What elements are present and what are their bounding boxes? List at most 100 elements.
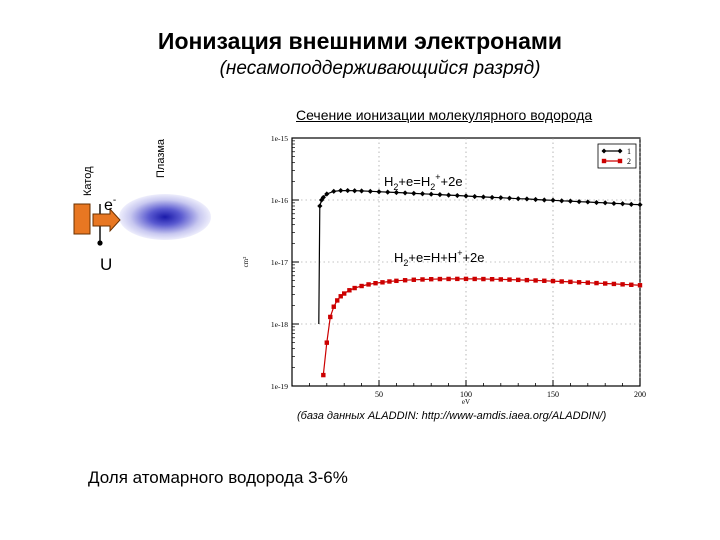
series-1-point	[524, 196, 530, 202]
series-2-point	[533, 278, 538, 283]
series-1-point	[550, 197, 556, 203]
x-axis-label: eV	[462, 398, 470, 404]
series-1-point	[331, 188, 337, 194]
series-2-point	[550, 278, 556, 284]
chart-heading: Сечение ионизации молекулярного водорода	[296, 107, 593, 123]
y-axis-label: cm²	[242, 257, 250, 268]
series-2-point	[331, 304, 336, 309]
series-2-point	[629, 282, 634, 287]
series-2-point	[481, 276, 486, 282]
series-1-point	[611, 200, 617, 207]
series-2-point	[380, 280, 385, 285]
terminal-dot	[97, 240, 103, 246]
ionization-chart: 50 100 150 200 eV 1e-15 1e-16 1e-17 1e-18 1e-19 cm…	[242, 134, 646, 404]
series-1-point	[498, 195, 504, 201]
series-2-point	[620, 282, 625, 287]
cathode-plate	[73, 203, 91, 235]
series-2-point	[359, 283, 364, 289]
series-2-line	[322, 278, 641, 376]
series-2-point	[328, 314, 333, 320]
series-2-point	[542, 278, 547, 283]
series-2-point	[338, 294, 343, 299]
legend-box	[597, 143, 637, 169]
series-1-point	[446, 192, 452, 198]
series-2-point	[394, 278, 399, 284]
series-1-point	[567, 198, 573, 204]
series-1-point	[367, 188, 373, 194]
y-tick-label: 1e-19	[271, 382, 288, 391]
series-1-point	[637, 202, 643, 208]
source-note: (база данных ALADDIN: http://www-amdis.i…	[297, 410, 607, 422]
series-2-point	[387, 279, 392, 284]
series-2-point	[352, 285, 357, 291]
series-1-point	[393, 189, 399, 196]
series-2-point	[437, 276, 443, 282]
atomic-hydrogen-fraction: Доля атомарного водорода 3-6%	[88, 468, 348, 487]
series-2-point	[489, 276, 495, 282]
series-2-point	[498, 277, 503, 282]
series-1-point	[541, 197, 547, 203]
y-tick-label: 1e-16	[271, 196, 288, 205]
slide-title: Ионизация внешними электронами	[157, 28, 563, 54]
series-1-point	[345, 187, 351, 194]
series-1-point	[411, 190, 417, 196]
series-2-point	[335, 298, 340, 303]
series-1-point	[576, 199, 582, 205]
series-1-point	[472, 193, 478, 200]
x-tick-label: 50	[375, 390, 383, 399]
series-2-point	[524, 277, 530, 283]
series-2-point	[507, 277, 512, 282]
slide-subtitle: (несамоподдерживающийся разряд)	[219, 58, 541, 79]
voltage-label: U	[100, 255, 112, 274]
series-1-point	[376, 189, 382, 195]
legend-marker-2	[617, 158, 623, 164]
series-1-point	[359, 188, 365, 194]
series-1-point	[463, 193, 469, 199]
series-1-point	[489, 194, 495, 201]
series-2-point	[559, 279, 564, 284]
plasma-glow	[119, 194, 211, 240]
discharge-schematic: e- U	[73, 194, 211, 274]
electron-arrow	[92, 207, 121, 233]
electron-label: e-	[104, 195, 116, 214]
series-1-point	[428, 191, 434, 197]
series-2-point	[402, 278, 408, 283]
legend-marker-2	[601, 158, 607, 164]
series-2-point	[576, 280, 582, 285]
series-1-point	[320, 194, 326, 201]
series-2-point	[637, 283, 643, 288]
series-2-point	[603, 281, 608, 286]
legend-label-2: 2	[627, 157, 631, 166]
series-2-point	[324, 340, 329, 345]
series-2-point	[594, 280, 599, 286]
series-1-point	[402, 190, 408, 196]
series-1-point	[593, 199, 600, 206]
series-2-point	[585, 280, 590, 285]
y-tick-label: 1e-15	[271, 134, 288, 143]
reaction-formula-1: H2+e=H2++2e	[384, 172, 463, 192]
series-1-point	[385, 189, 391, 195]
x-tick-label: 100	[460, 390, 472, 399]
series-1-point	[515, 196, 521, 202]
series-1-point	[559, 198, 565, 204]
series-2-point	[463, 276, 469, 282]
series-2-point	[342, 291, 347, 296]
series-2-point	[411, 277, 416, 282]
legend-marker-1	[617, 148, 623, 154]
series-2-point	[472, 276, 477, 282]
y-tick-label: 1e-18	[271, 320, 288, 329]
series-2-point	[366, 282, 371, 287]
series-2-point	[446, 276, 451, 282]
series-2-point	[611, 281, 617, 287]
series-1-point	[454, 192, 460, 199]
series-1-point	[506, 195, 513, 201]
series-2-point	[516, 277, 521, 283]
series-1-point	[437, 192, 443, 198]
x-tick-label: 200	[634, 390, 646, 399]
series-1-point	[620, 201, 626, 207]
series-1-point	[419, 191, 426, 197]
series-1-point	[338, 187, 344, 194]
series-2-point	[420, 277, 425, 282]
plasma-label: Плазма	[155, 138, 167, 178]
series-2-point	[455, 276, 460, 282]
